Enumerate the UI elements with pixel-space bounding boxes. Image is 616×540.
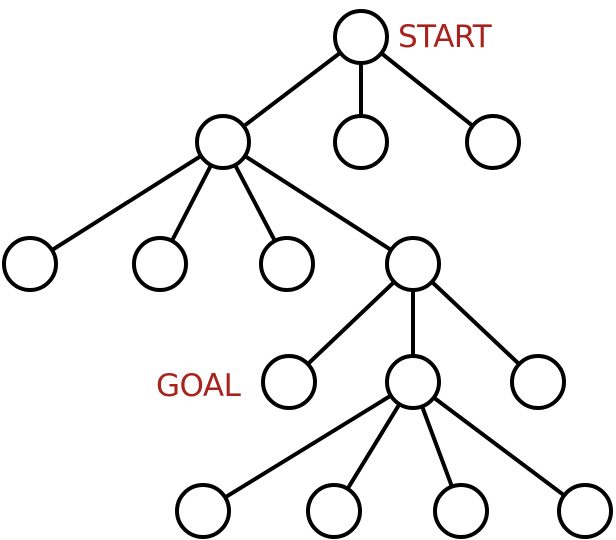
tree-node — [306, 483, 362, 539]
tree-edge — [221, 35, 363, 144]
tree-node — [433, 483, 489, 539]
goal-label: GOAL — [156, 368, 242, 404]
tree-edge — [201, 380, 415, 513]
tree-edge — [411, 380, 587, 513]
tree-node — [132, 236, 188, 292]
tree-edge — [28, 140, 225, 266]
tree-node — [2, 236, 58, 292]
tree-node — [510, 354, 566, 410]
tree-node — [385, 354, 441, 410]
tree-node — [333, 114, 389, 170]
start-label: START — [398, 19, 493, 55]
tree-edge — [359, 35, 495, 144]
tree-edge — [411, 262, 540, 384]
tree-node — [465, 114, 521, 170]
tree-node — [259, 236, 315, 292]
tree-node — [557, 483, 613, 539]
tree-node — [195, 114, 251, 170]
tree-node — [385, 236, 441, 292]
goal-node — [261, 354, 317, 410]
tree-edge — [287, 262, 415, 384]
tree-edge — [221, 140, 415, 266]
start-node — [333, 9, 389, 65]
tree-nodes — [2, 9, 613, 539]
tree-node — [175, 483, 231, 539]
